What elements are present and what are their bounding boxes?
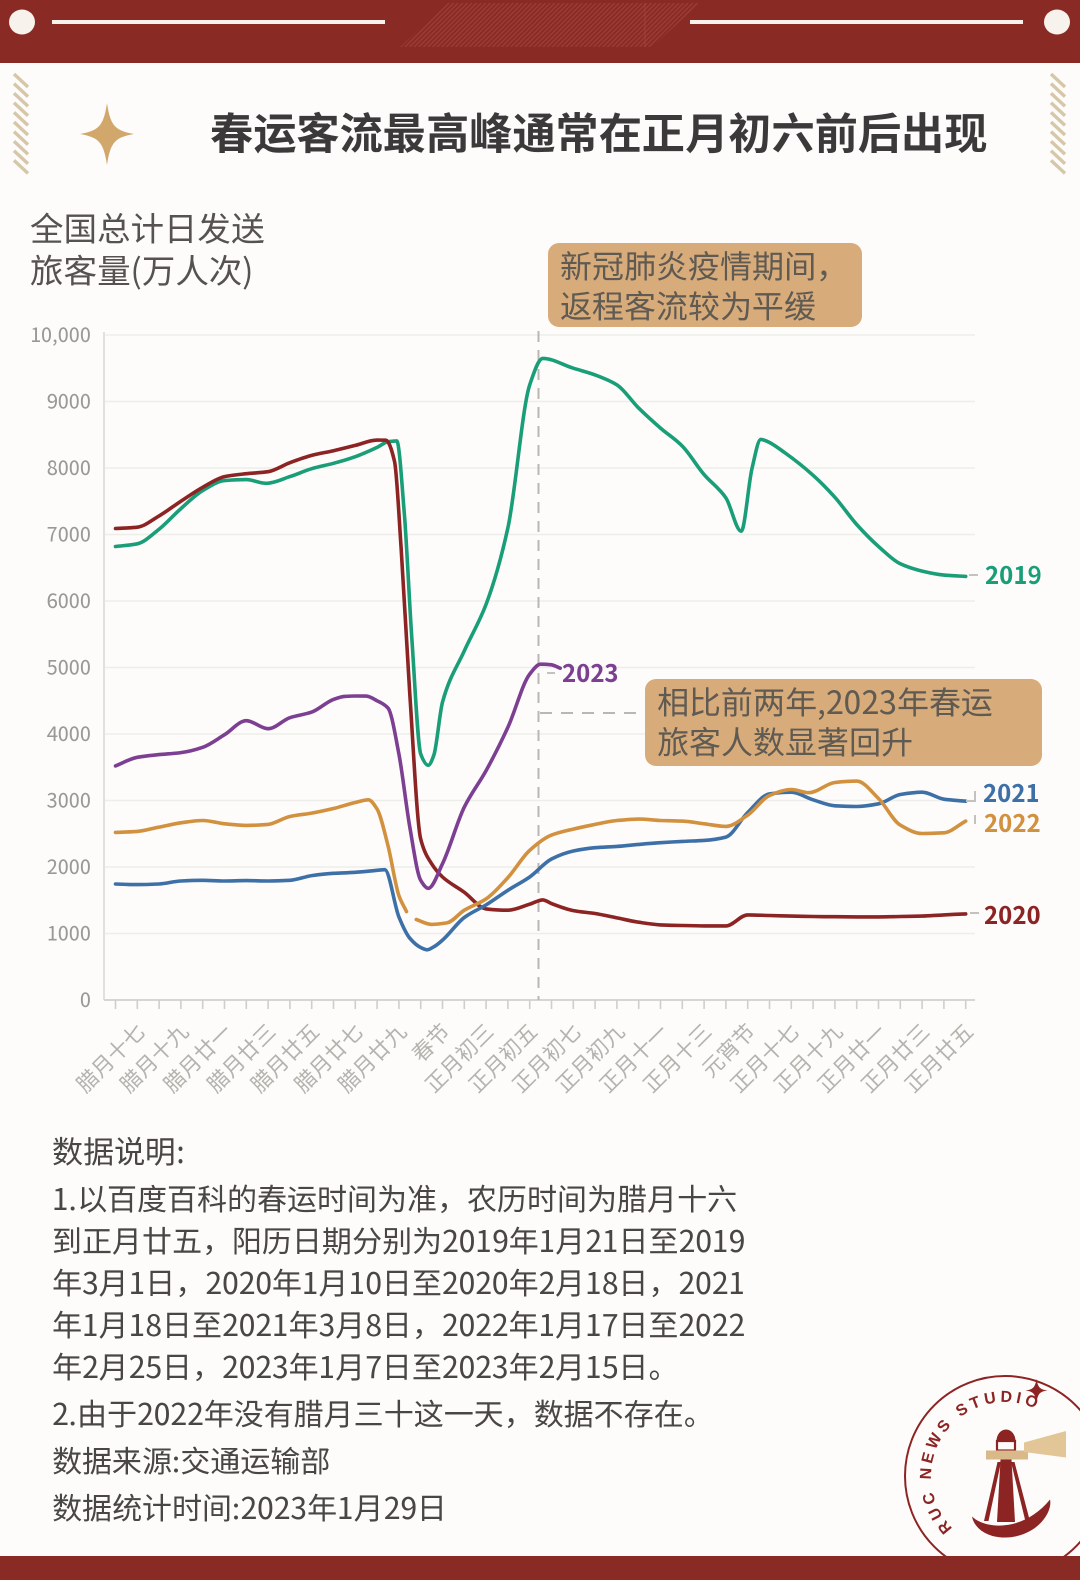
svg-text:2019: 2019 [985,556,1042,591]
svg-text:6000: 6000 [47,585,91,614]
svg-text:2023: 2023 [562,654,619,689]
svg-text:4000: 4000 [47,718,91,747]
svg-text:10,000: 10,000 [30,319,91,348]
svg-text:2020: 2020 [984,896,1041,931]
svg-text:0: 0 [80,984,91,1013]
svg-text:2022: 2022 [984,804,1041,839]
svg-text:5000: 5000 [47,652,91,681]
svg-text:2021: 2021 [983,774,1040,809]
svg-text:8000: 8000 [47,452,91,481]
svg-text:2000: 2000 [47,851,91,880]
svg-text:7000: 7000 [47,519,91,548]
svg-text:1000: 1000 [47,918,91,947]
svg-text:9000: 9000 [47,386,91,415]
svg-text:3000: 3000 [47,785,91,814]
